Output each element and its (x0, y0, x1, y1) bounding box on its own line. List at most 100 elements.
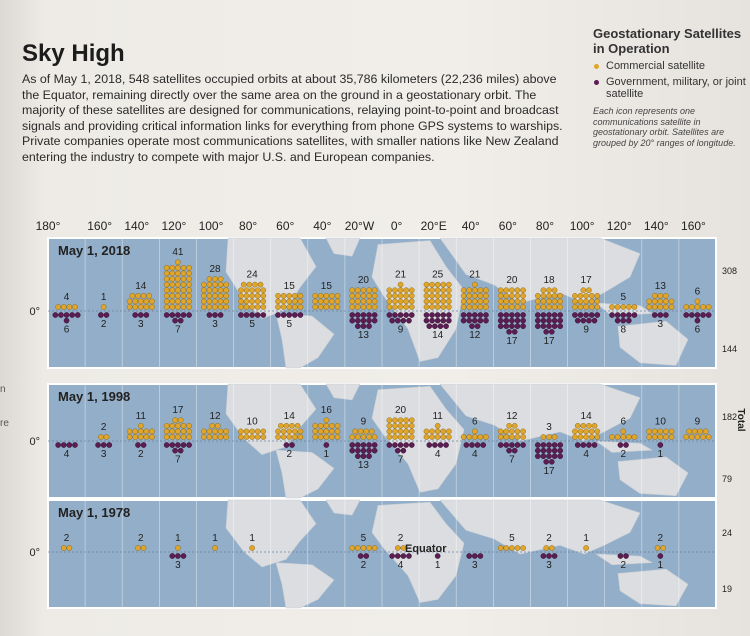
commercial-satellite-dot (574, 422, 581, 429)
commercial-satellite-dot (206, 276, 213, 282)
commercial-satellite-dot (588, 304, 595, 310)
government-count-label: 7 (398, 455, 404, 466)
commercial-satellite-dot (180, 434, 187, 440)
commercial-satellite-dot (212, 545, 218, 551)
government-satellite-dot (366, 442, 372, 448)
commercial-satellite-dot (243, 304, 250, 310)
commercial-satellite-dot (588, 434, 595, 440)
government-satellite-dot (471, 553, 478, 559)
total-government-label: 19 (722, 584, 732, 594)
government-satellite-dot (509, 312, 515, 318)
commercial-satellite-dot (429, 292, 435, 299)
commercial-count-label: 41 (172, 247, 184, 258)
commercial-satellite-dot (355, 545, 361, 551)
commercial-satellite-dot (297, 304, 304, 310)
commercial-satellite-dot (551, 434, 558, 440)
commercial-satellite-dot (551, 292, 558, 299)
commercial-satellite-dot (686, 428, 692, 435)
commercial-satellite-dot (580, 287, 587, 294)
commercial-satellite-dot (551, 287, 558, 294)
commercial-satellite-dot (223, 292, 229, 299)
commercial-satellite-dot (175, 281, 181, 288)
government-satellite-dot (432, 442, 438, 448)
landmass (275, 562, 335, 609)
commercial-satellite-dot (180, 428, 187, 435)
government-satellite-dot (540, 447, 547, 454)
panel-date-label: May 1, 2018 (58, 243, 130, 258)
government-satellite-dot (437, 323, 444, 330)
longitude-tick: 40° (462, 219, 480, 233)
commercial-satellite-dot (163, 304, 170, 310)
commercial-satellite-dot (206, 304, 213, 310)
commercial-satellite-dot (663, 434, 669, 440)
government-satellite-dot (280, 312, 287, 318)
commercial-satellite-dot (631, 304, 638, 310)
government-satellite-dot (180, 442, 187, 448)
government-satellite-dot (477, 553, 484, 559)
government-satellite-dot (631, 312, 638, 318)
commercial-satellite-dot (126, 304, 133, 310)
margin-glyph-2: re (0, 418, 9, 429)
commercial-satellite-dot (594, 292, 601, 299)
commercial-satellite-dot (212, 281, 218, 288)
government-satellite-dot (260, 312, 267, 318)
commercial-satellite-dot (260, 298, 267, 305)
government-satellite-dot (392, 442, 398, 448)
commercial-satellite-dot (577, 304, 584, 310)
government-satellite-dot (514, 317, 521, 324)
commercial-satellite-dot (312, 422, 318, 429)
commercial-satellite-dot (169, 298, 176, 305)
longitude-tick: 100° (570, 219, 595, 233)
commercial-satellite-dot (280, 292, 287, 299)
commercial-satellite-dot (98, 434, 104, 440)
commercial-satellite-dot (386, 417, 393, 424)
government-count-label: 6 (64, 325, 70, 336)
government-satellite-dot (106, 442, 113, 448)
commercial-satellite-dot (238, 292, 244, 299)
government-satellite-dot (540, 442, 547, 448)
commercial-count-label: 1 (583, 533, 589, 544)
government-satellite-dot (371, 317, 378, 324)
government-satellite-dot (66, 442, 73, 448)
government-satellite-dot (135, 442, 141, 448)
commercial-satellite-dot (509, 304, 515, 310)
commercial-satellite-dot (249, 298, 255, 305)
commercial-satellite-dot (657, 434, 664, 440)
government-satellite-dot (614, 317, 621, 324)
government-satellite-dot (535, 453, 541, 460)
commercial-satellite-dot (408, 417, 415, 424)
commercial-satellite-dot (254, 304, 261, 310)
commercial-satellite-dot (386, 298, 393, 305)
commercial-satellite-dot (557, 298, 564, 305)
government-satellite-dot (694, 312, 701, 318)
commercial-satellite-dot (392, 417, 398, 424)
government-satellite-dot (506, 447, 512, 454)
commercial-satellite-dot (514, 287, 521, 294)
commercial-satellite-dot (129, 292, 136, 299)
government-satellite-dot (546, 453, 552, 460)
commercial-satellite-dot (280, 428, 287, 435)
government-satellite-dot (175, 553, 181, 559)
total-government-label: 79 (722, 474, 732, 484)
commercial-count-label: 1 (101, 292, 107, 303)
government-satellite-dot (392, 312, 398, 318)
commercial-satellite-dot (434, 428, 441, 435)
commercial-count-label: 20 (506, 275, 518, 286)
commercial-satellite-dot (520, 292, 526, 299)
government-satellite-dot (400, 317, 407, 324)
landmass (325, 237, 361, 257)
commercial-count-label: 14 (284, 411, 296, 422)
commercial-satellite-dot (217, 287, 224, 294)
commercial-satellite-dot (471, 281, 478, 288)
government-count-label: 3 (212, 319, 218, 330)
commercial-satellite-dot (169, 276, 176, 282)
commercial-count-label: 1 (175, 533, 181, 544)
commercial-satellite-dot (175, 422, 181, 429)
government-satellite-dot (397, 442, 404, 448)
commercial-satellite-dot (446, 304, 452, 310)
longitude-tick: 20°W (345, 219, 375, 233)
commercial-satellite-dot (668, 434, 675, 440)
commercial-satellite-dot (323, 434, 330, 440)
commercial-satellite-dot (355, 434, 361, 440)
landmass (325, 499, 361, 516)
